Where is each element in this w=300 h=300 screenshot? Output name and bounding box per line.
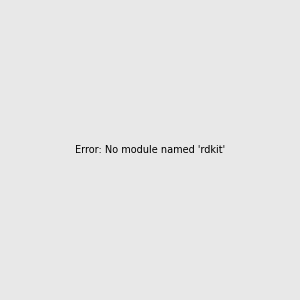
Text: Error: No module named 'rdkit': Error: No module named 'rdkit' [75,145,225,155]
